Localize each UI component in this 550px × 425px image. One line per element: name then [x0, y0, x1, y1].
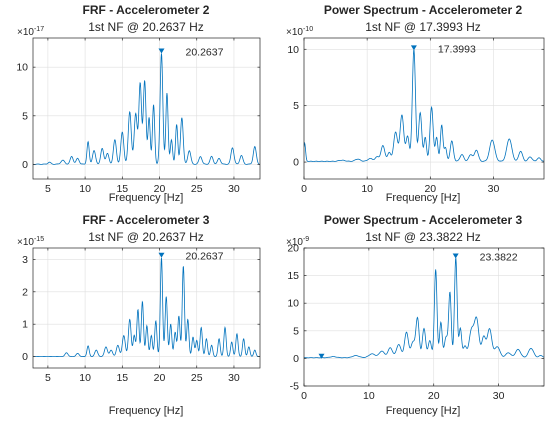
x-tick-label: 10 — [363, 390, 375, 402]
y-tick-label: 10 — [16, 62, 28, 74]
y-exponent-power: -10 — [303, 26, 313, 33]
series-line — [33, 257, 260, 358]
x-tick-label: 20 — [154, 183, 166, 195]
x-axis-label: Frequency [Hz] — [386, 192, 461, 204]
chart-title: Power Spectrum - Accelerometer 2 — [324, 3, 523, 17]
x-tick-label: 20 — [154, 372, 166, 384]
y-tick-label: 1 — [22, 319, 28, 331]
chart-subtitle: 1st NF @ 20.2637 Hz — [88, 230, 204, 244]
peak-annotation: 20.2637 — [185, 251, 223, 263]
x-axis-label: Frequency [Hz] — [109, 405, 184, 417]
y-tick-label: 5 — [293, 325, 299, 337]
chart-subtitle: 1st NF @ 17.3993 Hz — [365, 20, 481, 34]
x-axis-label: Frequency [Hz] — [386, 405, 461, 417]
y-exponent-power: -17 — [34, 26, 44, 33]
series-line — [304, 49, 544, 162]
x-tick-label: 10 — [79, 183, 91, 195]
peak-marker — [410, 45, 417, 51]
x-axis-label: Frequency [Hz] — [109, 192, 184, 204]
chart-subtitle: 1st NF @ 20.2637 Hz — [88, 20, 204, 34]
chart-subtitle: 1st NF @ 23.3822 Hz — [365, 230, 481, 244]
plot-area — [33, 38, 260, 179]
y-exponent: ×10-17 — [17, 26, 44, 38]
y-tick-label: 10 — [287, 44, 299, 56]
axes-box — [32, 247, 261, 369]
x-tick-label: 30 — [228, 372, 240, 384]
panel-frf-accelerometer-2: FRF - Accelerometer 2 1st NF @ 20.2637 H… — [16, 3, 261, 204]
x-tick-label: 15 — [116, 183, 128, 195]
x-tick-label: 30 — [493, 390, 505, 402]
y-tick-label: 0 — [293, 353, 299, 365]
y-tick-label: 3 — [22, 254, 28, 266]
chart-title: Power Spectrum - Accelerometer 3 — [324, 213, 523, 227]
peak-annotation: 23.3822 — [480, 251, 518, 263]
y-tick-label: 5 — [293, 100, 299, 112]
peak-marker — [158, 48, 165, 54]
x-tick-label: 0 — [301, 390, 307, 402]
y-tick-label: 0 — [22, 159, 28, 171]
x-tick-label: 0 — [301, 183, 307, 195]
peak-annotation: 17.3993 — [438, 43, 476, 55]
y-tick-label: 15 — [287, 270, 299, 282]
x-tick-label: 25 — [191, 183, 203, 195]
y-tick-label: -5 — [290, 381, 299, 393]
plot-area — [33, 248, 260, 368]
plot-area — [304, 248, 544, 386]
y-tick-label: 10 — [287, 298, 299, 310]
secondary-marker — [318, 353, 325, 359]
axes-box — [303, 247, 545, 387]
y-exponent: ×10-10 — [286, 26, 313, 38]
chart-title: FRF - Accelerometer 3 — [83, 213, 210, 227]
x-tick-label: 5 — [45, 183, 51, 195]
x-tick-label: 25 — [191, 372, 203, 384]
y-exponent-base: ×10 — [286, 237, 303, 248]
y-tick-label: 20 — [287, 243, 299, 255]
series-line — [33, 53, 260, 165]
peak-marker — [452, 253, 459, 259]
y-tick-label: 2 — [22, 286, 28, 298]
x-tick-label: 15 — [116, 372, 128, 384]
panel-power-spectrum-accelerometer-3: Power Spectrum - Accelerometer 3 1st NF … — [286, 213, 545, 417]
x-tick-label: 20 — [424, 183, 436, 195]
plot-area — [304, 38, 544, 179]
y-exponent: ×10-9 — [286, 236, 309, 248]
y-exponent: ×10-15 — [17, 236, 44, 248]
panel-frf-accelerometer-3: FRF - Accelerometer 3 1st NF @ 20.2637 H… — [17, 213, 261, 417]
peak-marker — [158, 252, 165, 258]
y-exponent-base: ×10 — [17, 27, 34, 38]
y-tick-label: 5 — [22, 110, 28, 122]
peak-annotation: 20.2637 — [185, 47, 223, 59]
panel-power-spectrum-accelerometer-2: Power Spectrum - Accelerometer 2 1st NF … — [286, 3, 545, 204]
axes-box — [32, 37, 261, 180]
series-line — [304, 257, 544, 359]
y-tick-label: 0 — [293, 157, 299, 169]
x-tick-label: 20 — [428, 390, 440, 402]
x-tick-label: 30 — [488, 183, 500, 195]
x-tick-label: 10 — [79, 372, 91, 384]
axes-box — [303, 37, 545, 180]
x-tick-label: 10 — [361, 183, 373, 195]
y-exponent-power: -15 — [34, 236, 44, 243]
y-exponent-base: ×10 — [17, 237, 34, 248]
y-exponent-base: ×10 — [286, 27, 303, 38]
x-tick-label: 5 — [45, 372, 51, 384]
chart-title: FRF - Accelerometer 2 — [83, 3, 210, 17]
y-tick-label: 0 — [22, 351, 28, 363]
x-tick-label: 30 — [228, 183, 240, 195]
y-exponent-power: -9 — [303, 236, 309, 243]
